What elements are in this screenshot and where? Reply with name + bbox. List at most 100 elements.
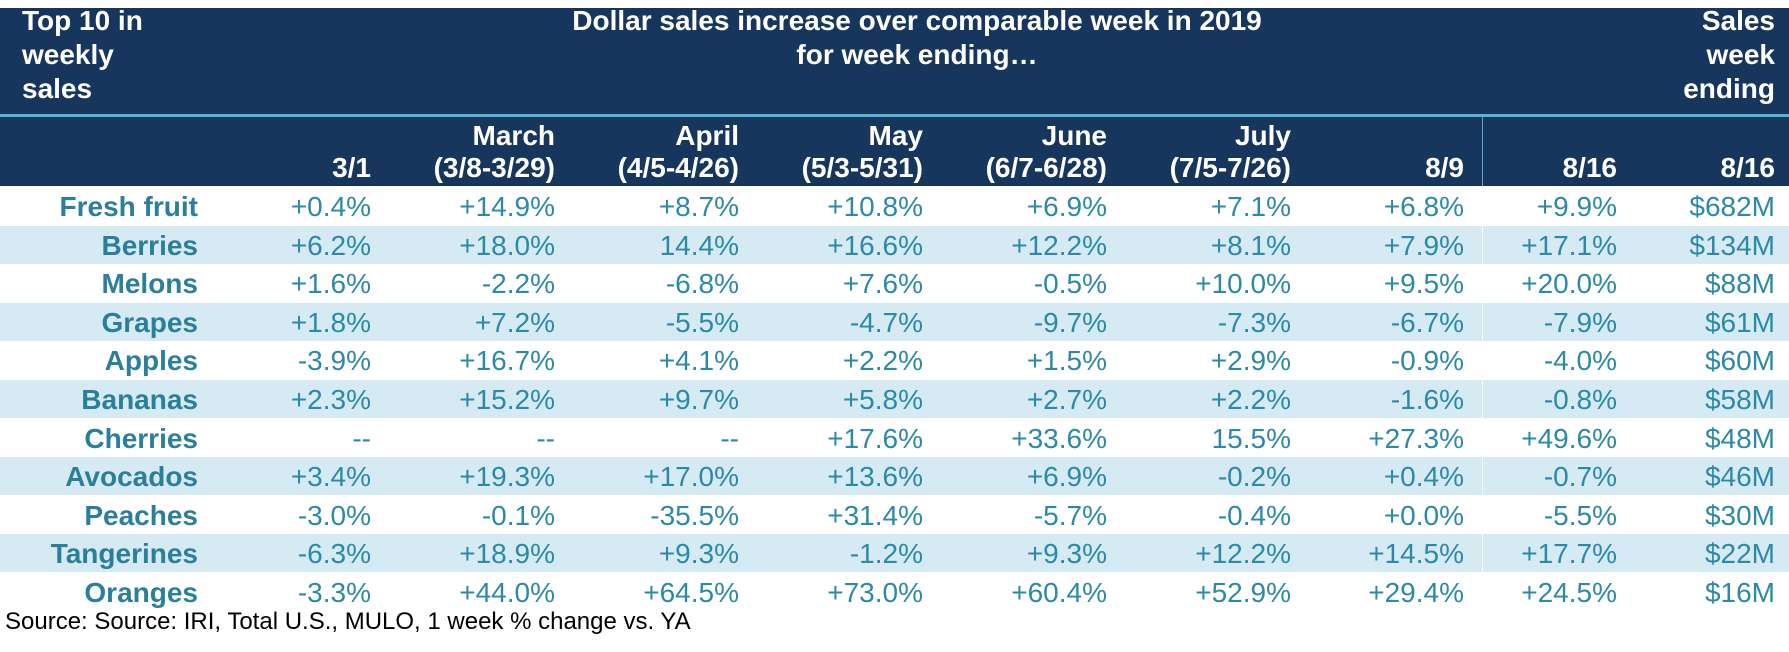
table-cell: +3.4% (290, 461, 371, 493)
table-cell: -- (536, 422, 555, 454)
table-cell: 15.5% (1211, 422, 1291, 454)
table-cell: +31.4% (827, 499, 923, 531)
table-cell: +16.6% (827, 229, 923, 261)
table-cell: -4.7% (849, 306, 923, 338)
table-cell: +12.2% (1011, 229, 1107, 261)
table-cell: +73.0% (827, 577, 923, 608)
header-center-title: Dollar sales increase over comparable we… (572, 5, 1262, 70)
table-cell: -6.7% (1390, 306, 1464, 338)
table-cell: +24.5% (1521, 577, 1617, 608)
table-row: Melons +1.6% -2.2% -6.8% +7.6% -0.5% +10.0% +9.… (0, 264, 1789, 302)
table-cell: +2.2% (1210, 384, 1291, 415)
row-label: Tangerines (50, 538, 198, 570)
table-cell: -0.2% (1217, 461, 1291, 493)
column-header: 3/1 (332, 152, 371, 183)
row-label: Oranges (84, 577, 198, 608)
table-cell: -0.1% (481, 499, 555, 531)
table-row: Oranges -3.3% +44.0% +64.5% +73.0% +60.4% +52.… (0, 573, 1789, 611)
row-label: Fresh fruit (59, 191, 198, 222)
table-cell: $682M (1689, 191, 1775, 222)
row-label: Apples (104, 345, 198, 377)
table-cell: +0.0% (1383, 499, 1464, 531)
table-cell: +15.2% (459, 384, 555, 415)
table-cell: +17.1% (1521, 229, 1617, 261)
table-row: Berries +6.2% +18.0% 14.4% +16.6% +12.2% +8.1%… (0, 225, 1789, 264)
table-cell: +44.0% (459, 577, 555, 608)
column-header: April (4/5-4/26) (617, 120, 739, 183)
table-cell: +64.5% (643, 577, 739, 608)
table-cell: $61M (1704, 306, 1775, 338)
table-cell: +9.3% (658, 538, 739, 570)
table-cell: +18.9% (459, 538, 555, 570)
table-cell: +17.6% (827, 422, 923, 454)
table-cell: +14.9% (459, 191, 555, 222)
table-cell: -1.6% (1390, 384, 1464, 415)
table-cell: +7.1% (1210, 191, 1291, 222)
table-cell: -4.0% (1543, 345, 1617, 377)
table-cell: $46M (1704, 461, 1775, 493)
table-cell: -0.5% (1033, 268, 1107, 300)
table-cell: +17.0% (643, 461, 739, 493)
table-cell: +2.7% (1026, 384, 1107, 415)
table-cell: +7.9% (1383, 229, 1464, 261)
table-cell: $48M (1704, 422, 1775, 454)
table-row: Bananas +2.3% +15.2% +9.7% +5.8% +2.7% +2.2% -1… (0, 380, 1789, 418)
table-cell: -9.7% (1033, 306, 1107, 338)
table-cell: +2.9% (1210, 345, 1291, 377)
table-cell: -0.4% (1217, 499, 1291, 531)
table-cell: +19.3% (459, 461, 555, 493)
row-label: Bananas (81, 384, 198, 415)
header-column-divider (1482, 117, 1483, 186)
table-cell: +9.9% (1536, 191, 1617, 222)
table-cell: +9.5% (1383, 268, 1464, 300)
header-left-title: Top 10 in weekly sales (22, 5, 143, 104)
table-cell: -3.9% (297, 345, 371, 377)
table-cell: +29.4% (1368, 577, 1464, 608)
table-cell: +6.2% (290, 229, 371, 261)
table-cell: -1.2% (849, 538, 923, 570)
table-cell: +10.8% (827, 191, 923, 222)
table-cell: +8.1% (1210, 229, 1291, 261)
table-cell: +33.6% (1011, 422, 1107, 454)
table-cell: +9.3% (1026, 538, 1107, 570)
table-cell: +0.4% (1383, 461, 1464, 493)
table-cell: -35.5% (650, 499, 739, 531)
table-cell: +5.8% (842, 384, 923, 415)
table-cell: +2.2% (842, 345, 923, 377)
top-border (0, 0, 1789, 8)
column-header: 8/16 (1720, 152, 1776, 183)
table-cell: -5.5% (1543, 499, 1617, 531)
column-header: July (7/5-7/26) (1169, 120, 1291, 183)
table-row: Grapes +1.8% +7.2% -5.5% -4.7% -9.7% -7.3% -6.7… (0, 302, 1789, 341)
table-cell: -6.8% (665, 268, 739, 300)
table-cell: +6.8% (1383, 191, 1464, 222)
column-header: 8/16 (1562, 152, 1618, 183)
table-cell: -7.3% (1217, 306, 1291, 338)
source-note: Source: Source: IRI, Total U.S., MULO, 1… (5, 608, 691, 635)
table-cell: +52.9% (1195, 577, 1291, 608)
row-label: Cherries (84, 422, 198, 454)
table-cell: 14.4% (659, 229, 739, 261)
table-cell: +9.7% (658, 384, 739, 415)
table-cell: +6.9% (1026, 461, 1107, 493)
table-cell: +49.6% (1521, 422, 1617, 454)
column-header: June (6/7-6/28) (985, 120, 1107, 183)
table-cell: -0.8% (1543, 384, 1617, 415)
table-cell: -6.3% (297, 538, 371, 570)
table-cell: -5.5% (665, 306, 739, 338)
table-cell: +14.5% (1368, 538, 1464, 570)
table-cell: -- (352, 422, 371, 454)
table-cell: +1.8% (290, 306, 371, 338)
table-row: Avocados +3.4% +19.3% +17.0% +13.6% +6.9% -0.2… (0, 457, 1789, 496)
body-column-divider (1482, 186, 1483, 578)
table-cell: +7.6% (842, 268, 923, 300)
table-cell: +16.7% (459, 345, 555, 377)
column-header: March (3/8-3/29) (433, 120, 555, 183)
table-row: Fresh fruit +0.4% +14.9% +8.7% +10.8% +6.9% +7… (0, 187, 1789, 225)
table-cell: $16M (1704, 577, 1775, 608)
table-cell: $60M (1704, 345, 1775, 377)
table-cell: -0.9% (1390, 345, 1464, 377)
table-cell: +1.5% (1026, 345, 1107, 377)
table-cell: $88M (1704, 268, 1775, 300)
